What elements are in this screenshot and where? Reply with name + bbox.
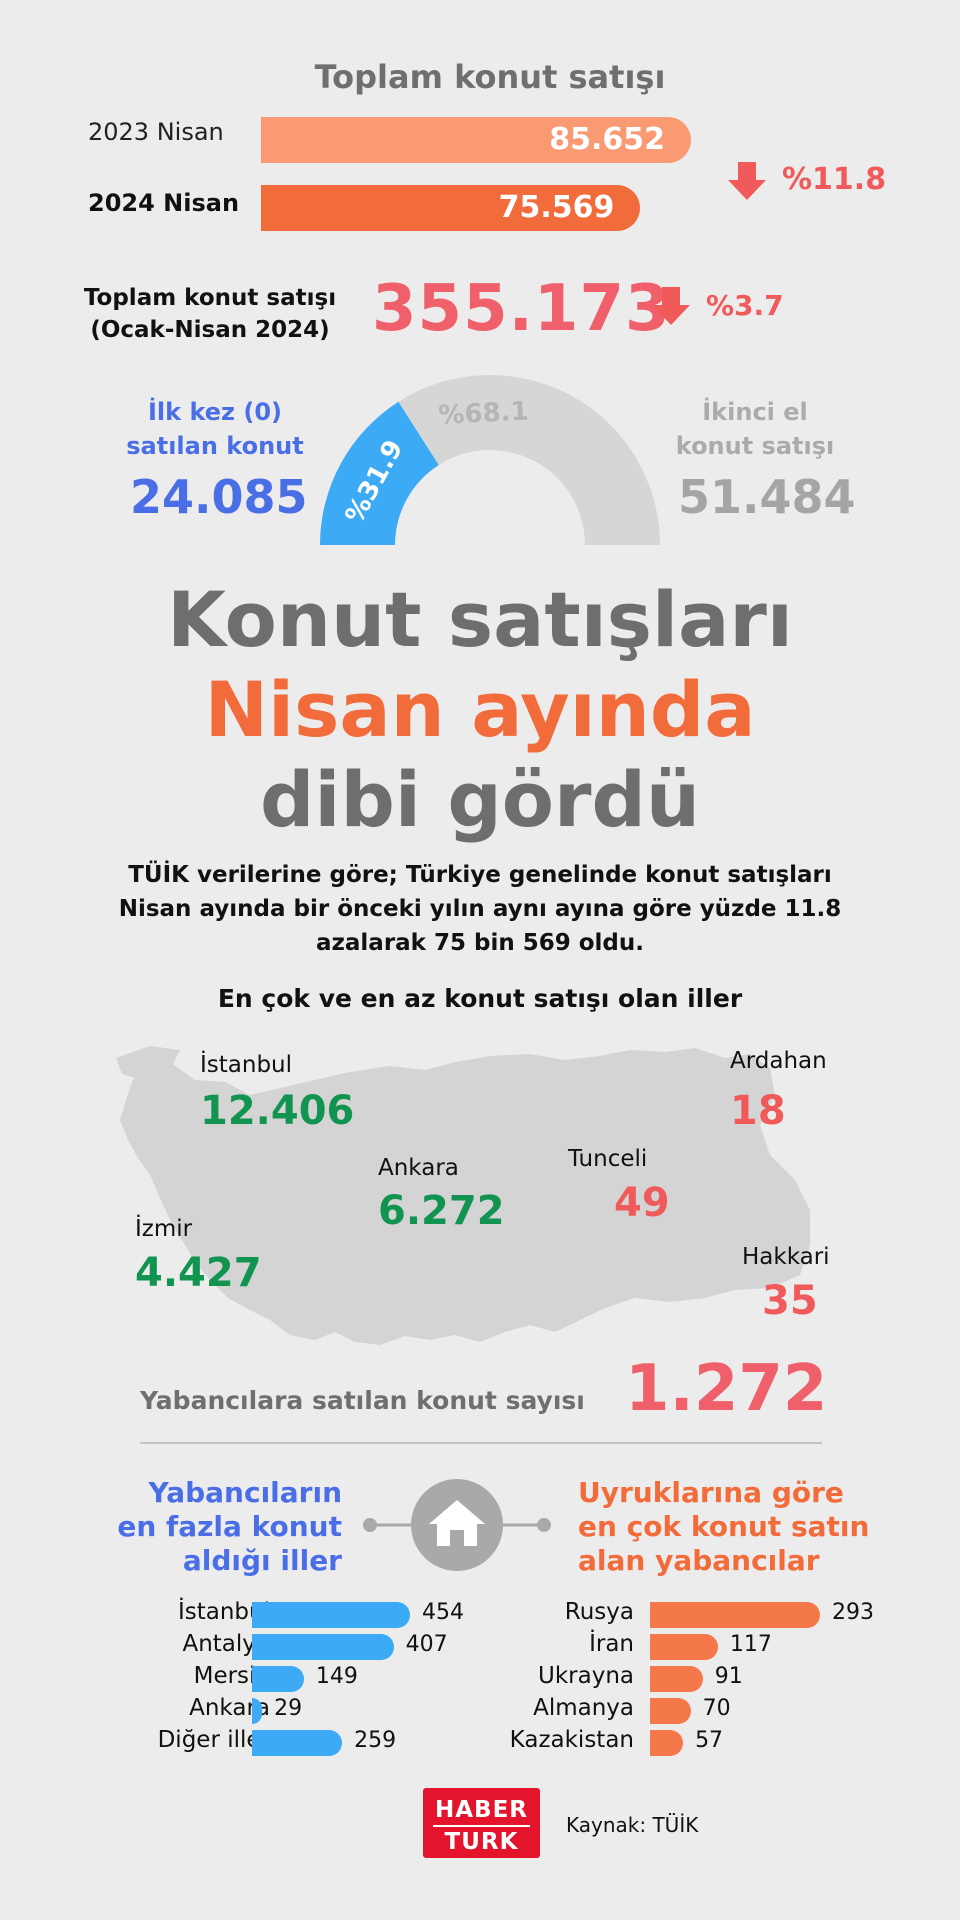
right-chart-bar-3 [650,1698,691,1724]
left-chart-value-2: 149 [315,1664,358,1689]
left-chart-bar-3 [252,1698,263,1724]
city-ardahan-name: Ardahan [730,1048,827,1074]
right-chart-bar-2 [650,1666,703,1692]
right-chart-value-1: 117 [729,1632,772,1657]
left-chart-bar-1 [252,1634,394,1660]
gauge-second-arc [398,375,660,545]
share-gauge: %31.9 %68.1 [320,375,660,545]
headline-line3: dibi gördü [260,755,700,844]
gauge-second-label: %68.1 [438,396,530,430]
city-hakkari-value: 35 [762,1278,818,1324]
foreign-value: 1.272 [625,1352,828,1426]
right-chart-bar-0 [650,1602,820,1628]
ytd-value: 355.173 [372,272,671,346]
ytd-label: Toplam konut satışı (Ocak-Nisan 2024) [70,282,350,346]
right-chart-label-2: Ukrayna [538,1663,634,1689]
house-icon [429,1500,485,1546]
logo-line1: HABER [434,1797,528,1823]
second-hand-value: 51.484 [678,470,856,524]
thrace-shape [116,1046,180,1080]
top-row1-bar: 85.652 [261,117,691,163]
house-emblem [363,1479,551,1571]
intro-line2: Nisan ayında bir önceki yılın aynı ayına… [118,896,842,922]
right-chart-label-3: Almanya [533,1695,634,1721]
top-row1-value: 85.652 [549,122,665,157]
right-title-line2: en çok konut satın [578,1510,870,1543]
right-chart-value-3: 70 [702,1696,731,1721]
divider [140,1442,822,1444]
right-title-line1: Uyruklarına göre [578,1476,844,1509]
left-chart-label-3: Ankara [189,1695,270,1721]
left-title-line3: aldığı iller [182,1544,342,1577]
right-chart-title: Uyruklarına göre en çok konut satın alan… [578,1476,898,1578]
left-chart-bar-0 [252,1602,410,1628]
first-hand-value: 24.085 [130,470,308,524]
left-chart-bar-4 [252,1730,343,1756]
right-chart-bar-4 [650,1730,684,1756]
left-chart-label-1: Antalya [182,1631,270,1657]
top-row2-value: 75.569 [498,190,615,225]
right-chart-label-0: Rusya [564,1599,634,1625]
city-tunceli-value: 49 [614,1180,670,1226]
headline: Konut satışları Nisan ayında dibi gördü [0,575,960,845]
source-text: Kaynak: TÜİK [566,1813,699,1837]
ytd-label-line1: Toplam konut satışı [83,285,337,311]
left-chart-value-1: 407 [405,1632,448,1657]
logo-line2: TURK [444,1829,519,1855]
gauge-first-arc [320,401,439,545]
left-chart-label-0: İstanbul [177,1599,270,1625]
down-arrow-icon [728,162,766,200]
first-hand-label: İlk kez (0) satılan konut [110,395,320,463]
second-hand-label-line1: İkinci el [702,398,808,426]
top-row1-label: 2023 Nisan [88,118,224,146]
headline-line2: Nisan ayında [204,665,756,754]
right-chart-value-4: 57 [695,1728,724,1753]
left-chart-value-3: 29 [274,1696,303,1721]
headline-line1: Konut satışları [167,575,793,664]
city-izmir-value: 4.427 [135,1250,262,1296]
left-chart-value-0: 454 [422,1600,464,1625]
right-chart-value-0: 293 [832,1600,874,1625]
right-chart-value-2: 91 [714,1664,743,1689]
top-row2-bar: 75.569 [261,185,641,231]
foreign-label: Yabancılara satılan konut sayısı [140,1386,585,1415]
city-istanbul-value: 12.406 [200,1088,355,1134]
top-row2-label: 2024 Nisan [88,189,240,217]
city-ankara-value: 6.272 [378,1188,505,1234]
left-chart-title: Yabancıların en fazla konut aldığı iller [90,1476,342,1578]
left-title-line1: Yabancıların [148,1476,343,1509]
right-title-line3: alan yabancılar [578,1544,820,1577]
right-chart-label-1: İran [589,1631,634,1657]
left-chart-value-4: 259 [354,1728,397,1753]
left-title-line2: en fazla konut [117,1510,342,1543]
map-title: En çok ve en az konut satışı olan iller [217,984,743,1013]
turkey-map [116,1046,810,1345]
ytd-label-line2: (Ocak-Nisan 2024) [90,317,330,343]
second-hand-label: İkinci el konut satışı [660,395,850,463]
haberturk-logo: HABER TURK [423,1788,540,1858]
down-arrow-icon-2 [652,287,690,325]
city-hakkari-name: Hakkari [742,1244,830,1270]
right-chart-bar-1 [650,1634,718,1660]
top-change: %11.8 [782,162,887,197]
first-hand-label-line2: satılan konut [126,432,304,460]
ytd-change: %3.7 [706,289,784,322]
left-chart-bar-2 [252,1666,304,1692]
city-izmir-name: İzmir [135,1216,193,1242]
second-hand-label-line2: konut satışı [675,432,835,460]
first-hand-label-line1: İlk kez (0) [147,398,283,426]
left-chart-label-4: Diğer iller [157,1727,270,1753]
intro-line1: TÜİK verilerine göre; Türkiye genelinde … [128,862,832,888]
left-chart-label-2: Mersin [193,1663,270,1689]
intro-line3: azalarak 75 bin 569 oldu. [315,930,645,956]
city-ardahan-value: 18 [730,1088,786,1134]
top-title: Toplam konut satışı [314,58,666,96]
city-istanbul-name: İstanbul [200,1052,293,1078]
right-chart-label-4: Kazakistan [509,1727,634,1753]
turkey-map-shape [120,1048,810,1345]
intro-text: TÜİK verilerine göre; Türkiye genelinde … [0,858,960,960]
city-ankara-name: Ankara [378,1155,459,1181]
city-tunceli-name: Tunceli [568,1146,648,1172]
